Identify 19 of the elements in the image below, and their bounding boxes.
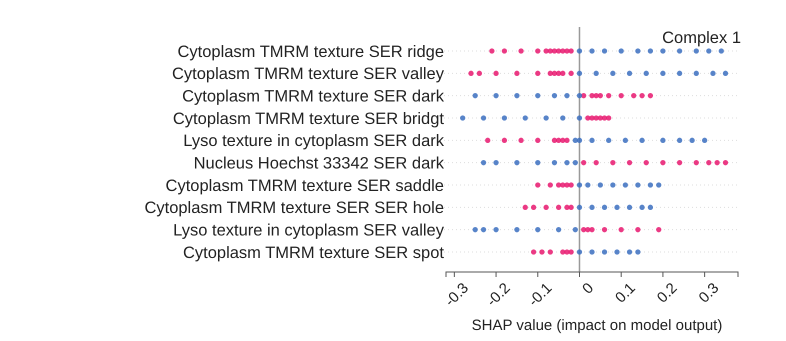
y-tick-label: Nucleus Hoechst 33342 SER dark bbox=[194, 154, 445, 172]
x-tick-label: -0.1 bbox=[525, 280, 556, 310]
x-tick-label: 0.3 bbox=[696, 280, 722, 306]
y-tick-label: Cytoplasm TMRM texture SER SER hole bbox=[144, 199, 444, 218]
y-tick-label: Cytoplasm TMRM texture SER dark bbox=[182, 87, 445, 106]
x-tick-label: 0.2 bbox=[654, 280, 681, 306]
y-tick-label: Cytoplasm TMRM texture SER valley bbox=[172, 65, 445, 84]
x-tick-label: -0.2 bbox=[483, 280, 514, 310]
x-tick-label: -0.3 bbox=[442, 280, 472, 310]
chart-title: Complex 1 bbox=[662, 29, 741, 47]
x-tick-label: 0 bbox=[579, 280, 598, 298]
x-axis-title: SHAP value (impact on model output) bbox=[472, 317, 722, 334]
y-tick-label: Cytoplasm TMRM texture SER spot bbox=[182, 244, 444, 262]
x-tick-label: 0.1 bbox=[612, 280, 639, 306]
y-tick-label: Cytoplasm TMRM texture SER bridgt bbox=[172, 110, 444, 128]
y-tick-label: Lyso texture in cytoplasm SER dark bbox=[183, 132, 445, 150]
y-tick-label: Lyso texture in cytoplasm SER valley bbox=[173, 221, 445, 240]
y-tick-label: Cytoplasm TMRM texture SER saddle bbox=[166, 176, 444, 195]
y-tick-label: Cytoplasm TMRM texture SER ridge bbox=[177, 42, 444, 61]
